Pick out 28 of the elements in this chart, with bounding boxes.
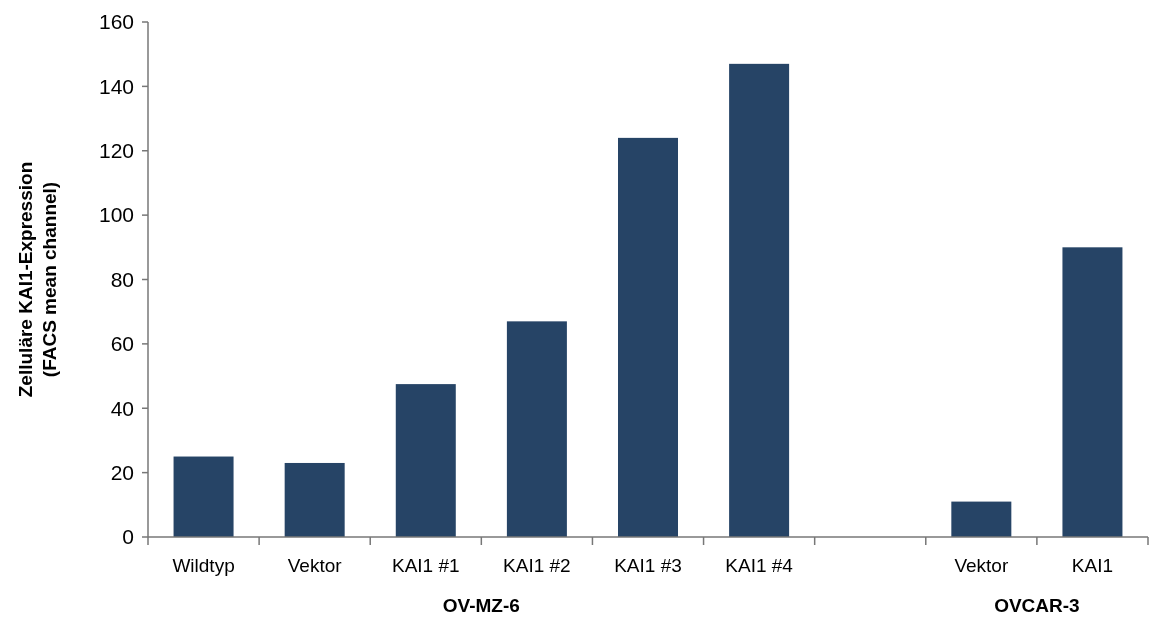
y-tick-label: 160 [98,10,134,34]
bar [1062,247,1123,537]
text: OV-MZ-6 [442,595,520,616]
bar [506,321,567,537]
bar [729,63,790,537]
x-tick-label: KAI1 #1 [391,555,460,576]
y-tick-label: 100 [98,203,134,227]
y-axis-title: Zelluläre KAI1-Expression (FACS mean channel) [15,161,60,398]
y-tick-label: 80 [110,267,134,291]
y-tick-label: 120 [98,139,134,163]
bar [173,456,234,537]
y-tick-label: 60 [110,332,134,356]
text: OVCAR-3 [994,595,1080,616]
bar [395,384,456,537]
y-tick-label: 0 [122,525,134,549]
bar [618,137,678,537]
bar [951,501,1012,537]
x-tick-label: KAI1 #2 [503,555,571,576]
x-tick-label: Vektor [287,555,343,576]
y-tick-label: 20 [110,460,134,484]
y-tick-label: 140 [98,74,134,98]
x-tick-label: KAI1 [1071,555,1114,576]
x-tick-label: Wildtyp [172,555,235,576]
y-tick-label: 40 [110,396,134,420]
x-tick-label: KAI1 #3 [614,555,682,576]
x-tick-label: Vektor [954,555,1009,576]
x-tick-label: KAI1 #4 [725,555,794,576]
bar [284,462,345,537]
